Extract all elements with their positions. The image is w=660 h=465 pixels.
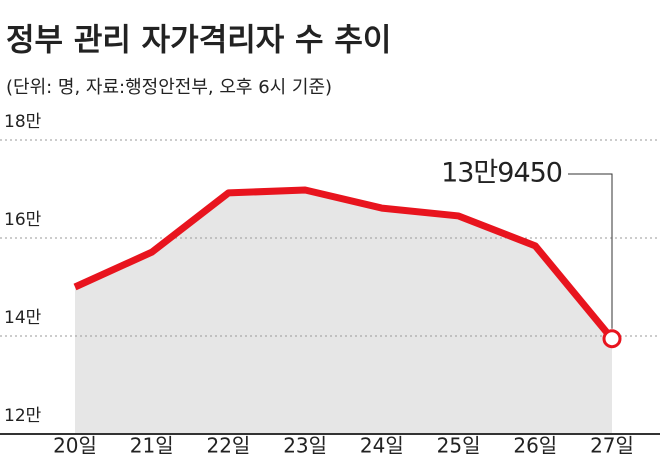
y-tick-label: 18만 (4, 112, 42, 132)
line (73, 186, 615, 341)
leader-line (568, 173, 613, 329)
x-tick-label: 23일 (283, 434, 327, 458)
area (75, 189, 612, 434)
x-tick-label: 24일 (360, 434, 404, 458)
y-tick-label: 12만 (4, 406, 42, 426)
x-tick-label: 26일 (513, 434, 557, 458)
y-tick-label: 16만 (4, 210, 42, 230)
chart-title: 정부 관리 자가격리자 수 추이 (6, 23, 391, 59)
chart-subtitle: (단위: 명, 자료:행정안전부, 오후 6시 기준) (6, 77, 332, 98)
x-tick-label: 27일 (590, 434, 634, 458)
value-label: 13만9450 (441, 158, 562, 189)
y-tick-label: 14만 (4, 308, 42, 328)
x-tick-label: 20일 (53, 434, 97, 458)
x-tick-label: 22일 (206, 434, 250, 458)
point (602, 329, 622, 349)
x-tick-label: 25일 (437, 434, 481, 458)
x-tick-label: 21일 (130, 434, 174, 458)
